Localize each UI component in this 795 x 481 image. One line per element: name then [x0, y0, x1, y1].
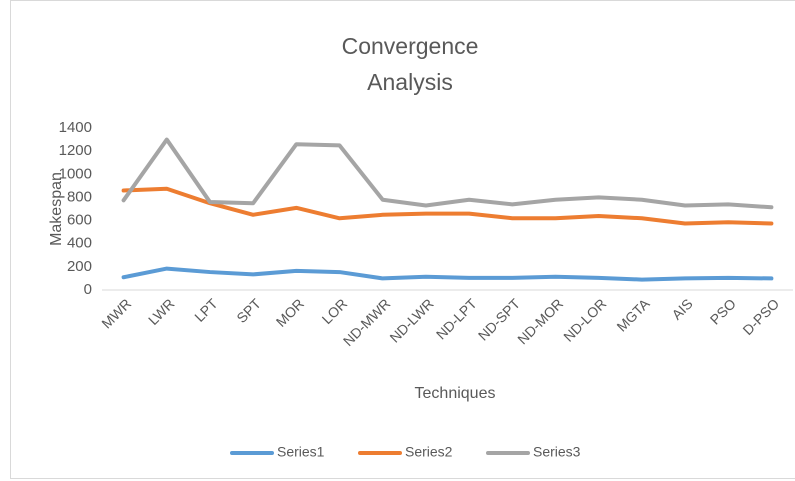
series-line — [121, 137, 774, 210]
legend-label: Series2 — [405, 444, 453, 460]
chart-title: Convergence Analysis — [341, 33, 479, 95]
legend-label: Series3 — [533, 444, 581, 460]
y-tick-label: 200 — [67, 258, 92, 275]
y-tick-label: 1400 — [59, 119, 92, 136]
y-tick-label: 1200 — [59, 142, 92, 159]
series-line — [121, 266, 774, 282]
chart-frame — [10, 0, 795, 479]
series-line — [121, 186, 774, 226]
title-area: Convergence Analysis — [341, 33, 479, 95]
legend-label: Series1 — [277, 444, 325, 460]
y-tick-label: 600 — [67, 212, 92, 229]
y-tick-label: 1000 — [59, 165, 92, 182]
y-tick-label: 800 — [67, 188, 92, 205]
x-axis-label: Techniques — [415, 385, 496, 402]
y-axis-label: Makespan — [48, 172, 65, 246]
y-tick-label: 0 — [84, 281, 92, 298]
y-tick-label: 400 — [67, 235, 92, 252]
